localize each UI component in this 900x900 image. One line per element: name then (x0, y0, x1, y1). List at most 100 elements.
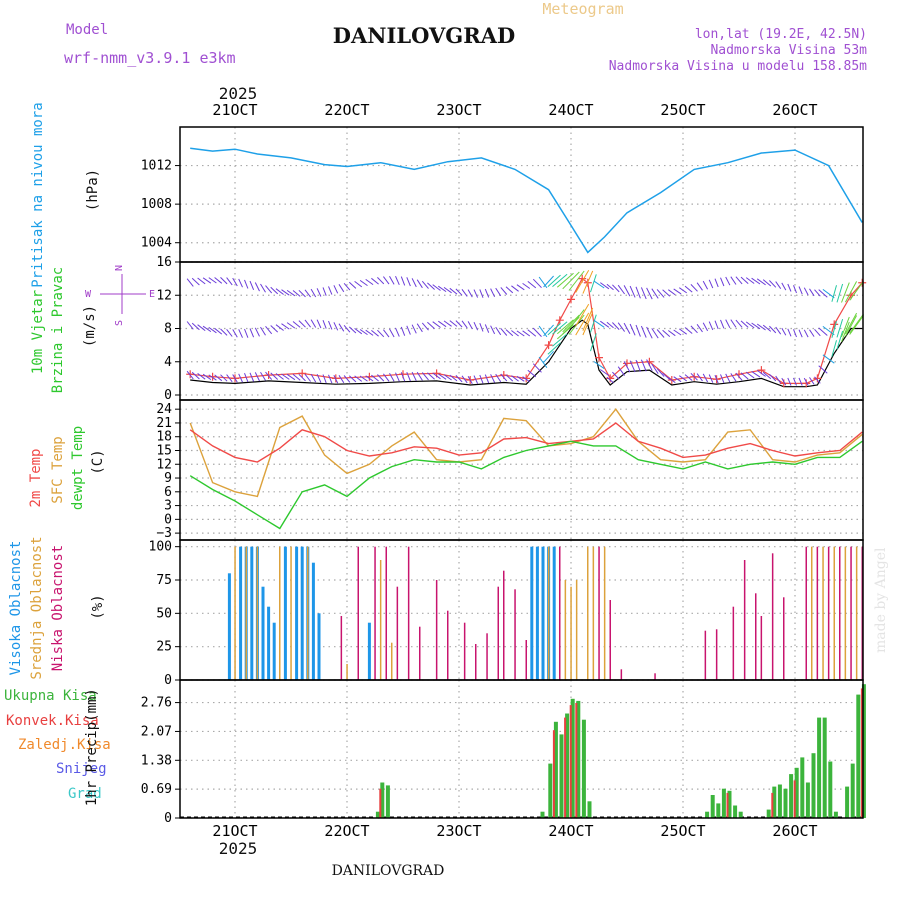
wind-arrow (333, 285, 339, 294)
wind-arrow (432, 284, 441, 291)
wind-arrow (244, 279, 249, 289)
wind-arrow (590, 314, 597, 333)
mid-cloud-bar (811, 546, 813, 680)
wind-gust-line (190, 277, 863, 384)
wind-arrow (751, 322, 761, 330)
wind-arrow (656, 289, 665, 298)
model-name: wrf-nmm_v3.9.1 e3km (64, 49, 236, 67)
wind-arrow (547, 342, 561, 355)
total-precip-bar (800, 757, 805, 818)
wind-arrow (281, 289, 290, 296)
wind-arrow (186, 278, 194, 287)
low-cloud-bar (654, 673, 656, 680)
wind-arrow (473, 321, 479, 331)
wind-arrow (552, 333, 568, 347)
wind-arrow (803, 329, 809, 338)
wind-arrow (208, 277, 217, 284)
wind-arrow (793, 329, 797, 338)
mid-cloud-bar (290, 546, 292, 680)
wind-arrow (787, 328, 792, 337)
low-cloud-bar (559, 546, 561, 680)
wind-arrow (623, 285, 631, 297)
low-cloud-bar (732, 606, 735, 680)
total-precip-bar (766, 809, 771, 818)
wind-arrow (249, 372, 255, 382)
wind-arrow (803, 377, 809, 386)
wind-arrow (208, 326, 217, 334)
wind-arrow (244, 328, 249, 338)
wind-arrow (467, 321, 473, 330)
wind-arrow (725, 373, 731, 383)
conv-precip-bar (379, 788, 382, 818)
mid-cloud-bar (279, 546, 281, 680)
wind-arrow (432, 321, 441, 328)
total-precip-bar (553, 721, 558, 818)
ytick-label-temperature-0: −3 (156, 526, 172, 541)
wind-arrow (762, 324, 772, 332)
low-cloud-bar (715, 629, 718, 680)
ytick-label-precipitation-4: 2.76 (141, 696, 172, 711)
wind-arrow (389, 328, 395, 338)
total-precip-bar (587, 801, 592, 818)
wind-arrow (762, 371, 772, 380)
xtick-bottom-4: 25OCT (660, 822, 705, 840)
total-precip-bar (856, 694, 861, 818)
wind-arrow (725, 276, 731, 286)
wind-arrow (751, 277, 761, 285)
wind-arrow (333, 374, 339, 384)
wind-arrow (640, 287, 647, 300)
wind-arrow (427, 282, 435, 290)
wind-arrow (538, 356, 548, 368)
wind-arrow (365, 278, 374, 286)
total-precip-bar (833, 811, 838, 818)
total-precip-bar (783, 788, 788, 818)
wind-arrow (822, 325, 835, 336)
wind-arrow (668, 289, 676, 296)
wind-arrow (455, 320, 463, 328)
total-precip-bar (772, 786, 777, 818)
total-precip-bar (811, 753, 816, 818)
wind-arrow (484, 288, 490, 298)
wind-arrow (310, 288, 317, 298)
wind-arrow (479, 323, 484, 332)
wind-arrow (191, 322, 200, 331)
wind-arrow (552, 273, 568, 287)
wind-arrow (775, 375, 782, 384)
wind-arrow (270, 325, 279, 333)
wind-arrow (708, 374, 714, 383)
total-precip-bar (380, 782, 385, 818)
wind-arrow (371, 330, 379, 337)
wind-gust-marker (298, 369, 307, 378)
conv-precip-bar (575, 703, 578, 818)
wind-gust-marker (186, 370, 195, 379)
wind-gust-marker (208, 372, 217, 381)
mid-cloud-bar (833, 546, 835, 680)
wind-arrow (714, 374, 719, 384)
wind-arrow (328, 374, 333, 384)
wind-arrow (416, 279, 423, 289)
wind-arrow (730, 319, 737, 328)
wind-arrow (316, 373, 322, 383)
high-cloud-bar (239, 546, 243, 680)
low-cloud-bar (620, 669, 623, 680)
wind-arrow (455, 375, 463, 383)
wind-arrow (226, 277, 233, 286)
legend-snow: Snijeg (56, 761, 107, 777)
wind-arrow (377, 329, 385, 338)
wind-arrow (438, 373, 447, 380)
xtick-bottom-2: 23OCT (436, 822, 481, 840)
wind-arrow (532, 363, 542, 373)
total-precip-bar (705, 811, 710, 818)
wind-arrow (775, 281, 782, 289)
wind-arrow (490, 325, 496, 335)
wind-arrow (702, 280, 709, 290)
mid-cloud-bar (564, 580, 567, 680)
wind-arrow (775, 326, 782, 335)
low-cloud-bar (850, 546, 852, 680)
wind-arrow (844, 315, 858, 337)
wind-arrow (202, 277, 212, 284)
low-cloud-bar (486, 633, 488, 680)
wind-arrow (197, 324, 206, 331)
wind-arrow (191, 277, 200, 286)
wind-arrow (411, 278, 417, 288)
